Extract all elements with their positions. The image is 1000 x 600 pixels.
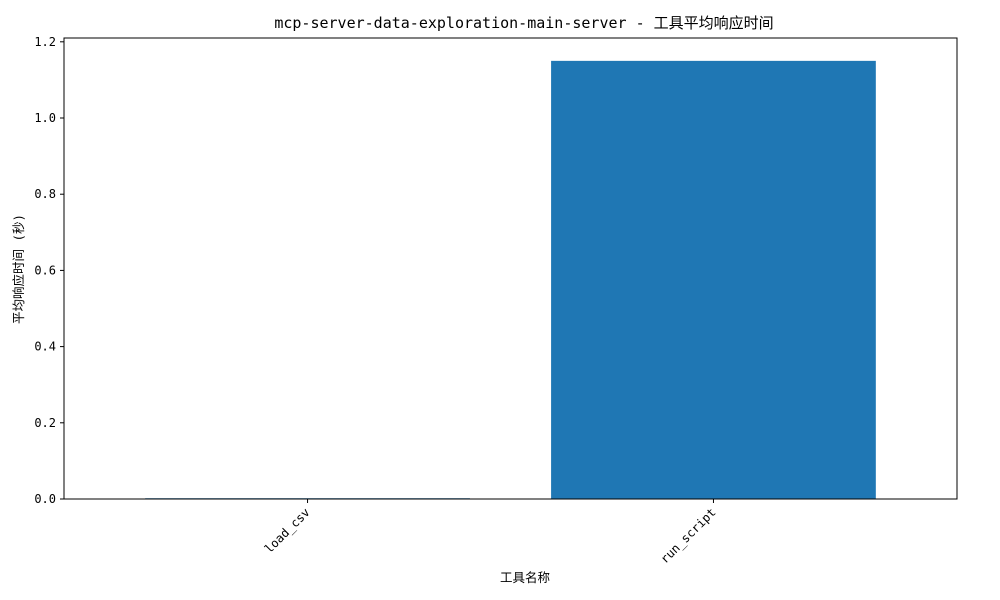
bars-group [145, 60, 876, 500]
y-axis-label: 平均响应时间 (秒) [11, 214, 26, 324]
y-tick-label: 0.4 [34, 340, 56, 354]
x-tick-label-load_csv: load_csv [262, 505, 313, 556]
chart-title: mcp-server-data-exploration-main-server … [274, 14, 773, 32]
y-tick-label: 0.6 [34, 263, 56, 277]
y-tick-label: 0.8 [34, 187, 56, 201]
y-tick-label: 1.2 [34, 35, 56, 49]
y-tick-label: 1.0 [34, 111, 56, 125]
x-axis-label: 工具名称 [500, 570, 550, 585]
plot-frame [63, 37, 958, 500]
x-tick-label-run_script: run_script [658, 505, 719, 566]
y-axis: 0.0 0.2 0.4 0.6 0.8 1.0 1.2 [34, 35, 64, 506]
y-tick-label: 0.0 [34, 492, 56, 506]
bar-run_script [551, 60, 876, 500]
y-tick-label: 0.2 [34, 416, 56, 430]
x-axis: load_csv run_script [262, 499, 719, 566]
